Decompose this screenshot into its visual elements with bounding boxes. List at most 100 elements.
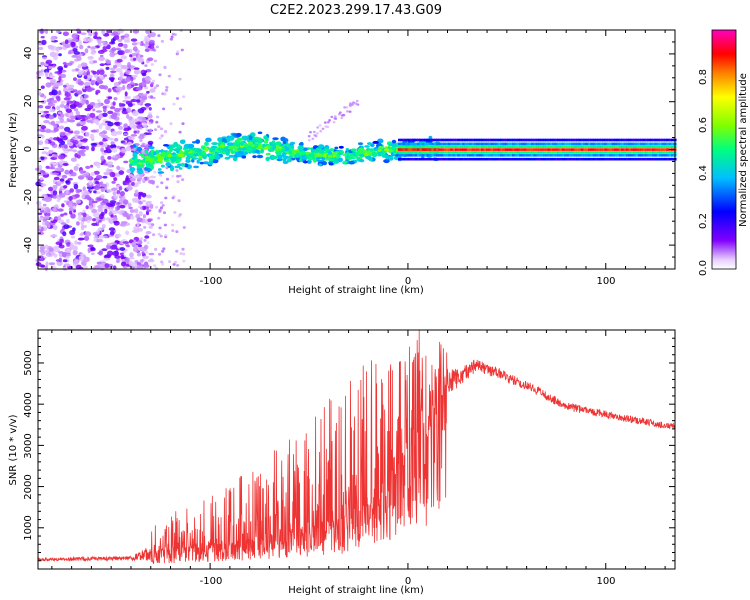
spectrogram-cell — [656, 157, 660, 161]
spectrogram-cell — [500, 142, 504, 146]
spectrogram-cell — [616, 138, 620, 142]
spectrogram-cell — [91, 200, 98, 204]
spectrogram-cell — [136, 164, 141, 169]
spectrogram-cell — [122, 212, 129, 218]
spectrogram-cell — [44, 105, 52, 110]
spectrogram-cell — [49, 108, 56, 113]
spectrogram-cell — [585, 157, 589, 161]
spectrogram-cell — [142, 39, 146, 43]
spectrogram-cell — [53, 137, 58, 141]
spectrogram-cell — [604, 145, 608, 148]
spectrogram-cell — [148, 31, 153, 37]
spectrogram-cell — [161, 204, 165, 207]
spectrogram-cell — [495, 154, 499, 157]
spectrogram-cell — [481, 145, 485, 148]
spectrogram-cell — [83, 94, 89, 99]
spectrogram-cell — [443, 151, 447, 154]
spectrogram-cell — [130, 98, 138, 103]
spectrogram-cell — [140, 41, 144, 44]
spectrogram-cell — [149, 218, 153, 222]
spectrogram-cell — [452, 142, 456, 146]
spectrogram-cell — [55, 52, 60, 57]
spectrogram-cell — [398, 145, 402, 148]
spectrogram-cell — [151, 79, 156, 83]
spectrogram-cell — [469, 148, 473, 151]
spectrogram-cell — [642, 154, 646, 157]
spectrogram-cell — [64, 39, 69, 45]
spectrogram-cell — [614, 145, 618, 148]
spectrogram-cell — [160, 150, 167, 153]
spectrogram-cell — [552, 138, 556, 142]
spectrogram-cell — [128, 257, 135, 260]
spectrogram-cell — [471, 145, 475, 148]
spectrogram-cell — [61, 174, 68, 179]
spectrogram-cell — [179, 139, 186, 145]
spectrogram-cell — [545, 138, 549, 142]
spectrogram-cell — [202, 155, 207, 160]
spectrogram-cell — [85, 165, 91, 169]
spectrogram-cell — [158, 73, 162, 77]
spectrogram-cell — [155, 185, 159, 189]
spectrogram-cell — [630, 142, 634, 146]
spectrogram-cell — [507, 142, 511, 146]
spectrogram-cell — [457, 154, 461, 157]
spectrogram-cell — [578, 151, 582, 154]
spectrogram-cell — [116, 233, 122, 238]
spectrogram-cell — [178, 107, 183, 111]
spectrogram-cell — [545, 157, 549, 161]
spectrogram-cell — [528, 138, 532, 142]
spectrogram-cell — [75, 163, 80, 167]
spectrogram-cell — [162, 211, 167, 215]
spectrogram-cell — [621, 157, 625, 161]
spectrogram-cell — [98, 235, 105, 239]
spectrogram-cell — [569, 142, 573, 146]
spectrogram-cell — [450, 151, 454, 154]
spectrogram-cell — [85, 205, 89, 210]
spectrogram-cell — [640, 148, 644, 151]
spectrogram-cell — [654, 148, 658, 151]
spectrogram-cell — [289, 141, 296, 145]
spectrogram-cell — [91, 222, 98, 226]
spectrogram-cell — [97, 205, 102, 209]
spectrogram-cell — [122, 199, 129, 205]
spectrogram-cell — [414, 145, 418, 148]
spectrogram-cell — [561, 145, 565, 148]
spectrogram-cell — [459, 142, 463, 146]
spectrogram-cell — [471, 157, 475, 161]
spectrogram-cell — [114, 138, 119, 142]
spectrogram-cell — [647, 151, 651, 154]
spectrogram-cell — [110, 214, 114, 218]
spectrogram-cell — [431, 157, 435, 161]
spectrogram-cell — [490, 142, 494, 146]
spectrogram-cell — [111, 181, 116, 184]
spectrogram-cell — [63, 144, 68, 149]
spectrogram-cell — [405, 148, 409, 151]
spectrogram-cell — [127, 204, 131, 208]
spectrogram-cell — [391, 139, 397, 144]
spectrogram-cell — [141, 155, 145, 158]
spectrogram-cell — [398, 138, 402, 142]
spectrogram-cell — [602, 154, 606, 157]
spectrogram-cell — [136, 181, 142, 185]
spectrogram-cell — [124, 257, 130, 262]
spectrogram-cell — [141, 142, 145, 146]
spectrogram-cell — [123, 40, 131, 43]
spectrogram-cell — [47, 114, 55, 120]
spectrogram-cell — [592, 154, 596, 157]
spectrogram-cell — [71, 55, 76, 58]
spectrogram-cell — [63, 97, 71, 101]
spectrogram-cell — [469, 142, 473, 146]
spectrogram-cell — [48, 153, 52, 157]
spectrogram-cell — [621, 138, 625, 142]
spectrogram-cell — [474, 157, 478, 161]
spectrogram-cell — [495, 157, 499, 161]
spectrogram-cell — [521, 138, 525, 142]
spectrogram-cell — [39, 255, 44, 261]
spectrogram-cell — [469, 157, 473, 161]
spectrogram-cell — [469, 138, 473, 142]
spectrogram-cell — [48, 103, 56, 107]
spectrogram-cell — [417, 142, 421, 146]
spectrogram-cell — [550, 157, 554, 161]
spectrogram-cell — [100, 194, 105, 199]
spectrogram-cell — [471, 154, 475, 157]
